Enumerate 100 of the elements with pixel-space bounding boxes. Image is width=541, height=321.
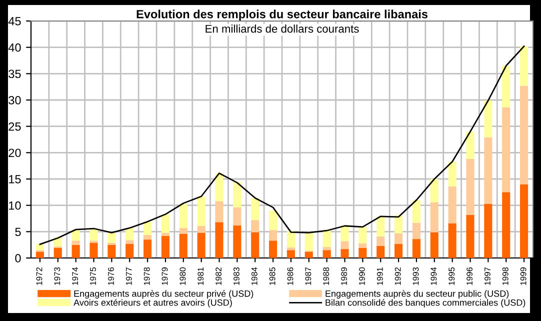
- bar: [90, 242, 98, 258]
- bar: [466, 132, 474, 159]
- bar: [376, 246, 385, 258]
- x-tick-label: 1982: [216, 267, 222, 285]
- bar: [394, 233, 403, 244]
- bar: [90, 228, 98, 241]
- bar: [394, 244, 403, 258]
- bar: [126, 228, 134, 240]
- bar: [502, 107, 510, 192]
- bar: [72, 244, 80, 258]
- bar: [358, 226, 367, 244]
- bar: [286, 250, 295, 258]
- bar: [108, 232, 116, 243]
- x-tick-label: 1980: [180, 267, 186, 285]
- bar: [72, 240, 80, 245]
- bar: [286, 231, 295, 248]
- bar: [54, 248, 62, 258]
- x-tick-label: 1996: [466, 267, 472, 285]
- bar: [179, 234, 188, 258]
- x-tick-label: 1989: [341, 267, 347, 285]
- bar: [161, 214, 170, 233]
- x-tick-label: 1991: [376, 267, 383, 285]
- bar: [36, 244, 44, 250]
- bar: [322, 230, 331, 247]
- x-tick-label: 1987: [305, 267, 312, 285]
- line-series: [39, 46, 525, 245]
- x-tick-label: 1983: [234, 267, 240, 285]
- y-tick-label: 10: [9, 201, 21, 210]
- chart-subtitle: En milliards de dollars courants: [206, 24, 359, 33]
- x-tick-label: 1973: [54, 267, 60, 285]
- bar: [448, 162, 456, 186]
- x-tick-label: 1992: [394, 267, 401, 285]
- legend-label: Engagements auprès du secteur privé (USD): [74, 290, 254, 299]
- bar: [376, 216, 385, 236]
- x-tick-label: 1978: [144, 267, 150, 285]
- bar: [484, 137, 492, 204]
- bar: [269, 230, 278, 241]
- bar: [126, 244, 134, 258]
- bar: [72, 230, 80, 241]
- y-tick-label: 5: [15, 228, 21, 236]
- bar: [502, 192, 510, 258]
- bar: [286, 247, 295, 250]
- bar: [340, 241, 349, 250]
- bar: [412, 239, 420, 258]
- bar: [197, 196, 206, 226]
- x-tick-label: 1975: [90, 267, 96, 285]
- bar: [340, 249, 349, 258]
- bar: [197, 226, 206, 233]
- y-tick-label: 40: [8, 43, 21, 52]
- x-tick-label: 1993: [412, 267, 419, 285]
- x-tick-label: 1977: [126, 267, 132, 285]
- bar: [430, 232, 438, 258]
- x-tick-label: 1984: [251, 267, 258, 285]
- y-tick-label: 25: [8, 122, 21, 131]
- y-tick-label: 45: [8, 17, 21, 26]
- bar: [430, 202, 438, 232]
- y-tick-label: 35: [8, 70, 21, 78]
- bar: [269, 210, 278, 230]
- bar: [376, 236, 385, 246]
- x-tick-label: 1995: [448, 267, 455, 285]
- bar: [251, 232, 260, 258]
- bar: [304, 252, 313, 258]
- legend-label: Avoirs extérieurs et autres avoirs (USD): [74, 299, 232, 308]
- bar: [520, 46, 528, 86]
- bar: [484, 204, 492, 258]
- y-tick-label: 0: [15, 254, 21, 262]
- bar: [144, 222, 152, 235]
- bar: [233, 182, 242, 208]
- bar: [448, 186, 456, 224]
- bar: [108, 244, 116, 258]
- bar: [215, 201, 224, 222]
- x-tick-label: 1997: [484, 267, 490, 285]
- bar: [466, 158, 474, 215]
- bar: [144, 240, 152, 258]
- bar: [412, 222, 420, 240]
- bar: [358, 248, 367, 258]
- bar: [179, 204, 188, 228]
- x-tick-label: 1994: [430, 267, 437, 285]
- x-tick-label: 1974: [72, 267, 78, 285]
- bar: [466, 214, 474, 258]
- y-tick-label: 15: [9, 175, 21, 184]
- bar: [322, 246, 331, 250]
- bar: [520, 184, 528, 258]
- bar: [448, 223, 456, 258]
- bar: [502, 66, 510, 108]
- x-tick-label: 1979: [162, 267, 168, 285]
- bar: [197, 232, 206, 258]
- bar: [269, 240, 278, 258]
- bar: [126, 240, 134, 244]
- x-tick-label: 1988: [323, 267, 330, 285]
- y-tick-label: 30: [8, 96, 21, 104]
- bar: [412, 200, 420, 223]
- bar: [215, 173, 224, 202]
- x-tick-label: 1972: [36, 267, 42, 285]
- bar: [520, 86, 528, 184]
- bar: [251, 198, 260, 220]
- bar: [161, 236, 170, 258]
- bar: [430, 179, 438, 202]
- chart-title: Evolution des remplois du secteur bancaire libanais: [136, 10, 428, 21]
- bar: [322, 250, 331, 258]
